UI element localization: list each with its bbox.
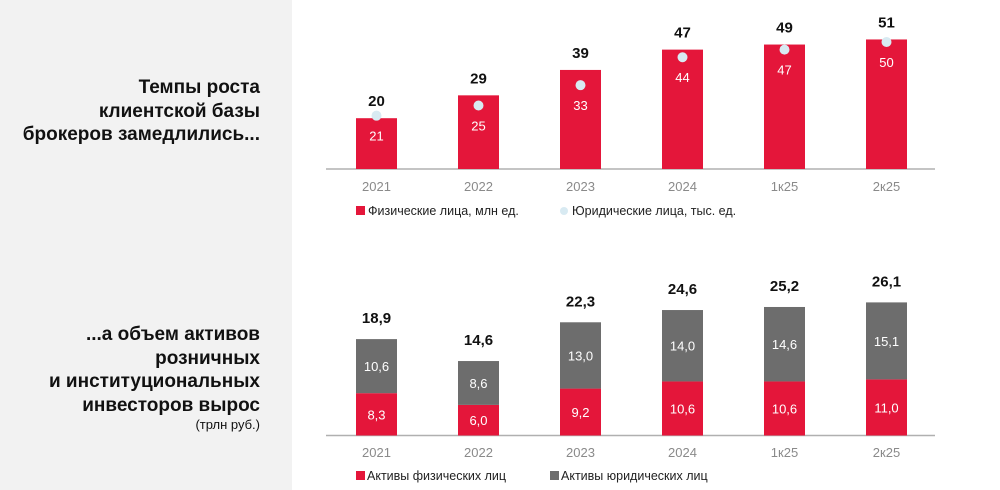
dot-legal-entities: [371, 110, 382, 121]
total-label: 47: [674, 25, 691, 42]
bar-legal-assets: [662, 310, 703, 382]
category-label: 2023: [566, 445, 595, 460]
bar-legal-assets: [356, 339, 397, 394]
category-label: 2024: [668, 445, 697, 460]
bar-individual-assets: [356, 393, 397, 436]
dot-value-label: 21: [369, 129, 383, 144]
category-label: 2к25: [873, 445, 900, 460]
bar-legal-assets: [458, 361, 499, 405]
total-label: 51: [878, 14, 895, 31]
total-label: 18,9: [362, 310, 391, 327]
legend-label: Физические лица, млн ед.: [368, 204, 519, 218]
dot-value-label: 33: [573, 98, 587, 113]
category-label: 2022: [464, 445, 493, 460]
dot-value-label: 50: [879, 55, 893, 70]
bar-legal-assets: [866, 302, 907, 380]
heading-line: брокеров замедлились...: [22, 124, 260, 145]
bar-legal-assets: [764, 306, 805, 382]
segment-label: 8,3: [367, 407, 385, 422]
legend-label: Активы юридических лиц: [561, 469, 708, 483]
segment-label: 8,6: [469, 376, 487, 391]
segment-label: 13,0: [568, 348, 593, 363]
bar-individual-assets: [662, 381, 703, 436]
heading-line: ...а объем активов: [85, 324, 260, 345]
category-label: 1к25: [771, 179, 798, 194]
dot-value-label: 44: [675, 70, 689, 85]
bar-individuals: [662, 49, 703, 170]
segment-label: 10,6: [772, 401, 797, 416]
total-label: 49: [776, 20, 793, 37]
total-label: 14,6: [464, 332, 493, 349]
bar-individuals: [356, 118, 397, 169]
bar-individual-assets: [458, 404, 499, 436]
segment-label: 14,0: [670, 339, 695, 354]
segment-label: 10,6: [364, 359, 389, 374]
total-label: 29: [470, 70, 487, 87]
segment-label: 10,6: [670, 401, 695, 416]
total-label: 22,3: [566, 293, 595, 310]
heading-line: инвесторов вырос: [82, 394, 260, 416]
segment-label: 14,6: [772, 337, 797, 352]
bar-legal-assets: [560, 322, 601, 389]
category-label: 2021: [362, 445, 391, 460]
total-label: 25,2: [770, 278, 799, 295]
heading-line: розничных: [155, 347, 260, 369]
total-label: 26,1: [872, 273, 901, 290]
dot-legal-entities: [677, 52, 688, 63]
total-label: 20: [368, 93, 385, 110]
bar-individuals: [866, 39, 907, 170]
legend-swatch-legal-entities: [560, 207, 568, 215]
bar-individual-assets: [866, 379, 907, 436]
bar-individual-assets: [764, 381, 805, 436]
legend-swatch-individuals: [356, 206, 365, 215]
category-label: 2к25: [873, 179, 900, 194]
heading-line: клиентской базы: [98, 100, 260, 122]
bar-individuals: [764, 44, 805, 169]
legend-swatch-individual-assets: [356, 471, 365, 480]
dot-legal-entities: [473, 100, 484, 111]
legend-swatch-legal-assets: [550, 471, 559, 480]
heading-client-growth: Темпы роста клиентской базы брокеров зам…: [23, 76, 260, 147]
category-label: 1к25: [771, 445, 798, 460]
dot-legal-entities: [779, 44, 790, 55]
segment-label: 11,0: [874, 400, 898, 415]
heading-line: Темпы роста: [138, 77, 260, 98]
segment-label: 6,0: [469, 413, 487, 428]
dot-legal-entities: [575, 80, 586, 91]
dot-value-label: 25: [471, 119, 485, 134]
unit-label: (трлн руб.): [195, 417, 260, 432]
dot-value-label: 47: [777, 63, 791, 78]
category-label: 2022: [464, 179, 493, 194]
bar-individual-assets: [560, 388, 601, 436]
total-label: 39: [572, 45, 589, 62]
category-label: 2024: [668, 179, 697, 194]
heading-line: и институциональных: [48, 371, 260, 392]
segment-label: 9,2: [571, 405, 589, 420]
category-label: 2023: [566, 179, 595, 194]
legend-label: Юридические лица, тыс. ед.: [572, 204, 736, 218]
total-label: 24,6: [668, 281, 697, 298]
segment-label: 15,1: [874, 334, 899, 349]
legend-label: Активы физических лиц: [367, 469, 506, 483]
heading-assets-growth: ...а объем активов розничных и институци…: [49, 323, 260, 433]
left-panel: [0, 0, 292, 490]
dot-legal-entities: [881, 37, 892, 47]
category-label: 2021: [362, 179, 391, 194]
